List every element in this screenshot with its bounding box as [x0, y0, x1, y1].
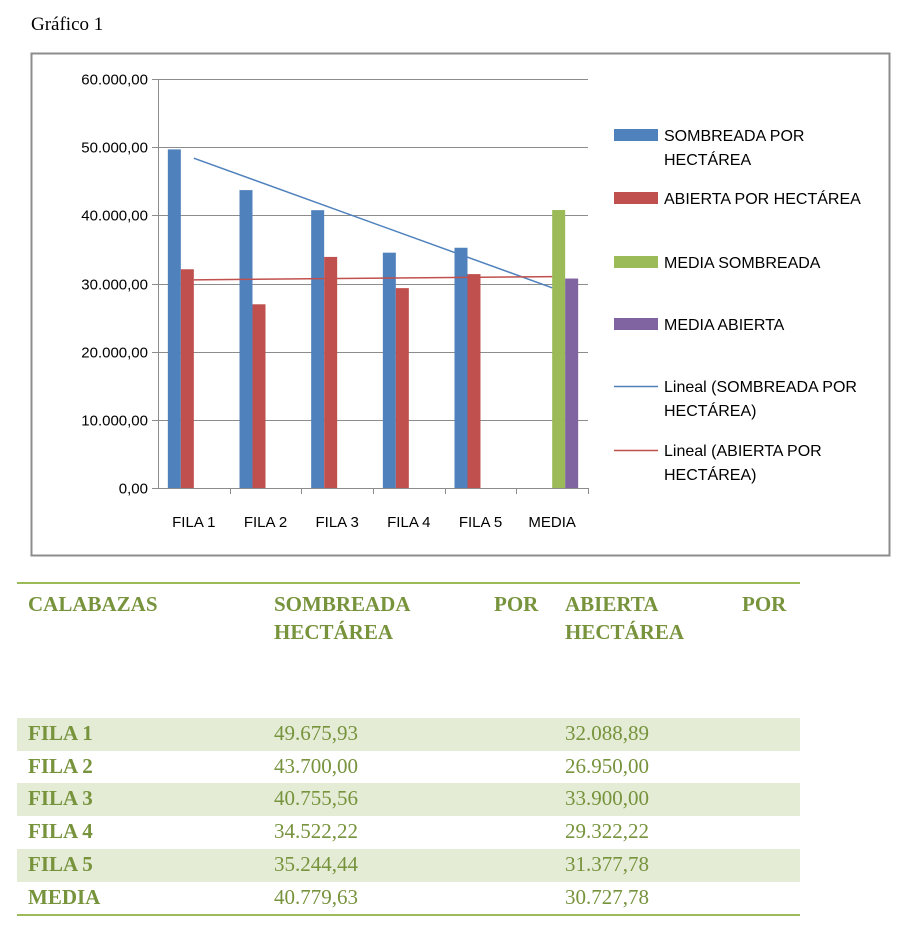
header-abierta-por: POR	[742, 592, 787, 616]
x-tick-label: FILA 5	[459, 514, 502, 531]
legend-label: MEDIA SOMBREADA	[664, 255, 821, 272]
y-tick-label: 50.000,00	[81, 140, 148, 157]
sombreada-value: 34.522,22	[274, 819, 358, 844]
table-body: FILA 1 49.675,93 32.088,89 FILA 2 43.700,00 2…	[17, 718, 800, 914]
table-row: FILA 1 49.675,93 32.088,89	[17, 718, 800, 751]
sombreada-value: 40.779,63	[274, 884, 358, 909]
row-label: FILA 1	[28, 721, 93, 745]
legend-label: SOMBREADA POR	[664, 128, 804, 145]
abierta-value: 31.377,78	[565, 851, 649, 876]
table-row: FILA 5 35.244,44 31.377,78	[17, 848, 800, 882]
abierta-value: 26.950,00	[565, 753, 649, 778]
legend-label: ABIERTA POR HECTÁREA	[664, 189, 861, 208]
x-tick-label: MEDIA	[528, 514, 576, 531]
trendline	[193, 275, 553, 281]
figure-caption: Gráfico 1	[31, 14, 104, 35]
abierta-value: 33.900,00	[565, 786, 649, 811]
legend-label: HECTÁREA)	[664, 465, 756, 484]
y-tick-label: 10.000,00	[81, 413, 148, 430]
legend-label: Lineal (ABIERTA POR	[664, 443, 822, 460]
sombreada-value: 43.700,00	[274, 753, 358, 778]
legend-swatch	[614, 192, 658, 204]
sombreada-value: 40.755,56	[274, 786, 358, 811]
legend-swatch	[614, 256, 658, 268]
y-tick-label: 20.000,00	[81, 345, 148, 362]
row-label: FILA 3	[28, 786, 93, 811]
legend-swatch	[614, 129, 658, 141]
bar-sombreada-por-hect-rea	[454, 247, 468, 488]
bar-chart: 0,00 10.000,00 20.000,00 30.000,00 40.000,00…	[30, 52, 891, 557]
table-header: CALABAZAS SOMBREADA POR HECTÁREA ABIERTA…	[17, 582, 800, 720]
bar-media-abierta	[565, 278, 579, 488]
legend-label: Lineal (SOMBREADA POR	[664, 379, 857, 396]
bar-sombreada-por-hect-rea	[311, 210, 325, 489]
table-bottom-border	[17, 914, 800, 916]
abierta-value: 29.322,22	[565, 819, 649, 844]
table-row: FILA 3 40.755,56 33.900,00	[17, 783, 800, 817]
y-tick-label: 60.000,00	[81, 72, 148, 89]
y-tick-label: 40.000,00	[81, 208, 148, 225]
header-calabazas: CALABAZAS	[28, 592, 158, 616]
row-label: MEDIA	[28, 884, 101, 909]
legend-label: HECTÁREA	[664, 150, 751, 169]
header-abierta-hectarea: HECTÁREA	[565, 620, 685, 644]
x-tick-label: FILA 1	[172, 514, 215, 531]
x-tick-label: FILA 3	[315, 514, 358, 531]
header-sombreada-hectarea: HECTÁREA	[274, 620, 394, 644]
table-row: FILA 2 43.700,00 26.950,00	[17, 751, 800, 784]
abierta-value: 30.727,78	[565, 884, 649, 909]
bar-sombreada-por-hect-rea	[239, 190, 253, 488]
bar-abierta-por-hect-rea	[395, 288, 409, 488]
header-sombreada: SOMBREADA	[274, 592, 411, 616]
bar-sombreada-por-hect-rea	[382, 252, 396, 488]
legend-label: MEDIA ABIERTA	[664, 317, 785, 334]
legend-swatch	[614, 318, 658, 330]
trendline	[193, 157, 553, 289]
sombreada-value: 49.675,93	[274, 721, 358, 745]
y-tick-label: 0,00	[119, 481, 148, 498]
legend-label: HECTÁREA)	[664, 401, 756, 420]
header-abierta: ABIERTA	[565, 592, 659, 616]
bar-abierta-por-hect-rea	[180, 269, 194, 488]
abierta-value: 32.088,89	[565, 721, 649, 745]
row-label: FILA 2	[28, 753, 93, 778]
bar-abierta-por-hect-rea	[467, 274, 481, 488]
bar-sombreada-por-hect-rea	[167, 149, 181, 489]
x-tick-label: FILA 2	[244, 514, 287, 531]
bar-abierta-por-hect-rea	[252, 304, 266, 488]
y-tick-label: 30.000,00	[81, 277, 148, 294]
table-row: FILA 4 34.522,22 29.322,22	[17, 816, 800, 849]
table-row: MEDIA 40.779,63 30.727,78	[17, 882, 800, 915]
bar-abierta-por-hect-rea	[324, 256, 338, 488]
x-tick-label: FILA 4	[387, 514, 430, 531]
header-sombreada-por: POR	[494, 592, 539, 616]
sombreada-value: 35.244,44	[274, 851, 358, 876]
bar-media-sombreada	[552, 210, 566, 488]
row-label: FILA 4	[28, 819, 93, 844]
row-label: FILA 5	[28, 851, 93, 876]
